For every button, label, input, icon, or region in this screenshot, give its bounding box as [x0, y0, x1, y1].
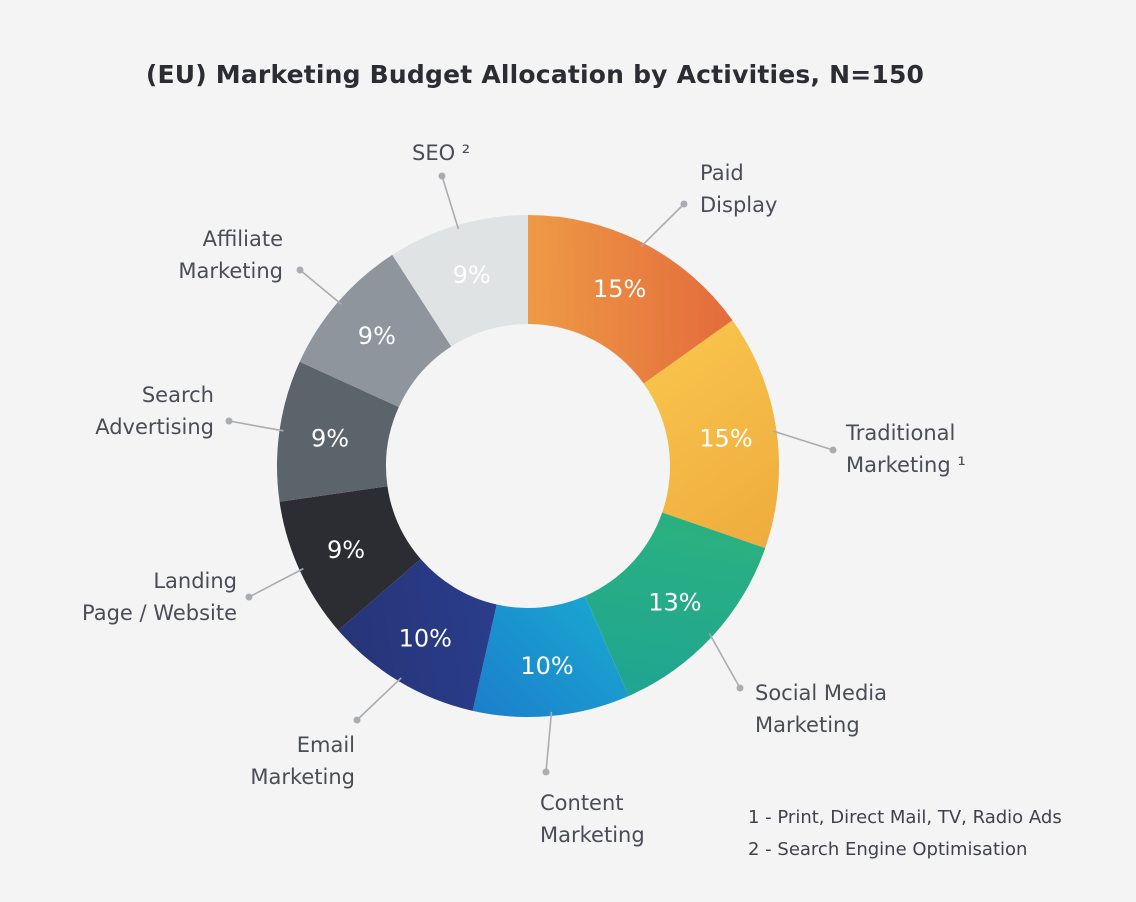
donut-slice	[279, 486, 421, 631]
slice-value-label: 15%	[699, 425, 752, 453]
slice-category-label: SEO ²	[412, 141, 470, 165]
slice-category-label: Landing	[153, 569, 237, 593]
slice-category-label: Traditional	[845, 421, 955, 445]
leader-line	[640, 203, 685, 248]
leader-line	[441, 175, 460, 230]
leader-line	[356, 677, 402, 721]
slice-category-label: Marketing	[250, 765, 355, 789]
leader-dot	[680, 200, 688, 208]
footnote-2: 2 - Search Engine Optimisation	[748, 839, 1028, 860]
slice-value-label: 9%	[311, 425, 349, 453]
leader-dot	[353, 716, 361, 724]
slice-value-label: 10%	[399, 625, 452, 653]
leader-dot	[829, 446, 837, 454]
footnotes: 1 - Print, Direct Mail, TV, Radio Ads 2 …	[748, 802, 1062, 866]
slice-category-label: Display	[700, 193, 777, 217]
leader-line	[708, 633, 741, 689]
slice-category-label: Marketing	[540, 823, 645, 847]
slice-category-label: Affiliate	[203, 227, 283, 251]
slice-category-label: Email	[297, 733, 355, 757]
donut-slice	[392, 215, 528, 347]
leader-line	[299, 269, 342, 305]
donut-slice	[299, 254, 452, 408]
leader-line	[248, 567, 304, 598]
chart-title: (EU) Marketing Budget Allocation by Acti…	[145, 60, 925, 89]
leader-dot	[225, 417, 233, 425]
slice-category-label: Advertising	[95, 415, 214, 439]
slice-value-label: 9%	[358, 322, 396, 350]
slice-value-label: 15%	[593, 275, 646, 303]
leader-line	[772, 430, 834, 451]
slice-category-label: Paid	[700, 161, 744, 185]
footnote-1: 1 - Print, Direct Mail, TV, Radio Ads	[748, 807, 1062, 828]
donut-slice	[472, 596, 629, 717]
slice-category-label: Content	[540, 791, 624, 815]
leader-dot	[245, 593, 253, 601]
slice-category-label: Social Media	[755, 681, 887, 705]
slice-category-label: Marketing	[178, 259, 283, 283]
slice-category-label: Search	[142, 383, 214, 407]
donut-slice	[276, 361, 399, 502]
donut-slice	[643, 320, 780, 549]
slice-value-label: 13%	[648, 589, 701, 617]
leader-line	[228, 420, 284, 432]
leader-dot	[296, 266, 304, 274]
leader-dot	[438, 172, 446, 180]
leader-dot	[736, 684, 744, 692]
slice-value-label: 9%	[453, 261, 491, 289]
slice-value-label: 10%	[520, 652, 573, 680]
leader-line	[545, 711, 553, 773]
donut-slice	[584, 512, 766, 696]
slice-category-label: Marketing ¹	[846, 453, 966, 477]
donut-slice	[528, 215, 733, 384]
donut-slice	[338, 558, 497, 711]
slice-category-label: Marketing	[755, 713, 860, 737]
slice-value-label: 9%	[327, 536, 365, 564]
leader-dot	[542, 768, 550, 776]
slice-category-label: Page / Website	[82, 601, 237, 625]
